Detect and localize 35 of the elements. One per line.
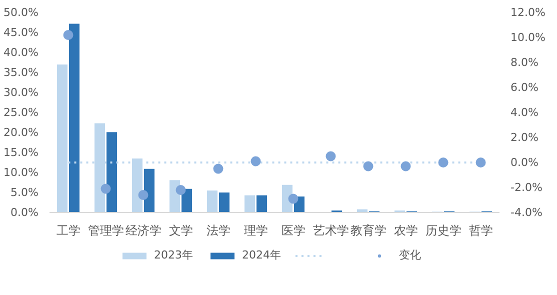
y2-tick-label: 12.0% <box>510 6 546 19</box>
y-tick-label: 35.0% <box>4 66 39 79</box>
x-tick-label: 农学 <box>394 224 418 238</box>
y-tick-label: 15.0% <box>4 146 39 159</box>
x-tick-label: 工学 <box>56 224 80 238</box>
legend-label: 变化 <box>399 248 421 262</box>
x-tick-label: 哲学 <box>468 224 493 238</box>
y2-tick-label: -4.0% <box>510 206 542 219</box>
y-tick-label: 45.0% <box>4 26 39 39</box>
legend-label: 2024年 <box>242 248 281 262</box>
x-tick-label: 历史学 <box>425 224 462 238</box>
y2-tick-label: 4.0% <box>510 106 538 119</box>
x-tick-label: 文学 <box>168 224 193 238</box>
x-tick-label: 艺术学 <box>312 224 349 238</box>
legend-label: 2023年 <box>154 248 193 262</box>
x-tick-label: 医学 <box>281 224 306 238</box>
y2-tick-label: 2.0% <box>510 131 538 144</box>
x-tick-label: 经济学 <box>125 224 162 238</box>
y-tick-label: 10.0% <box>4 166 39 179</box>
y-tick-label: 40.0% <box>4 46 39 59</box>
y-tick-label: 50.0% <box>4 6 39 19</box>
y2-tick-label: 0.0% <box>510 156 538 169</box>
y-tick-label: 0.0% <box>10 206 39 219</box>
y2-tick-label: 8.0% <box>510 56 538 69</box>
y2-tick-label: 6.0% <box>510 81 538 94</box>
y-tick-label: 20.0% <box>4 126 39 139</box>
y2-tick-label: -2.0% <box>510 181 542 194</box>
y2-tick-label: 10.0% <box>510 31 546 44</box>
y-tick-label: 30.0% <box>4 86 39 99</box>
x-tick-label: 管理学 <box>88 224 124 238</box>
x-tick-label: 法学 <box>206 224 230 238</box>
y-tick-label: 5.0% <box>10 186 39 199</box>
x-tick-label: 教育学 <box>350 224 386 238</box>
y-tick-label: 25.0% <box>4 106 39 119</box>
x-tick-label: 理学 <box>244 224 268 238</box>
